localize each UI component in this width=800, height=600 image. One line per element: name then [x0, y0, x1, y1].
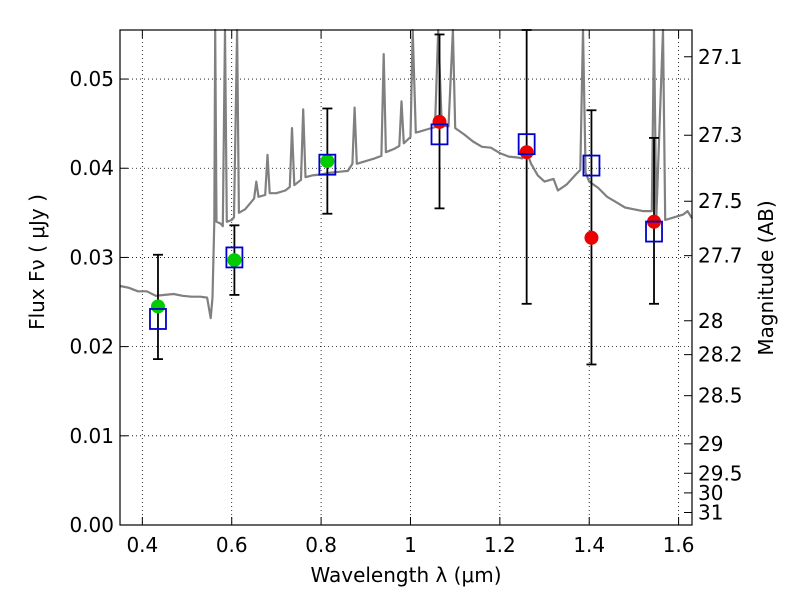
- plot-frame: [119, 29, 693, 526]
- y-tick-label: 0.01: [69, 424, 114, 448]
- x-tick-label: 0.6: [216, 533, 248, 557]
- photometry-point-red: [519, 145, 534, 160]
- right-magnitude-tick-label: 27.1: [698, 45, 743, 69]
- right-magnitude-tick-label: 30: [698, 481, 723, 505]
- x-tick-label: 0.8: [305, 533, 337, 557]
- right-magnitude-tick-label: 28: [698, 309, 723, 333]
- y-tick-label: 0.02: [69, 335, 114, 359]
- y-tick-label: 0.00: [69, 513, 114, 537]
- photometry-point-red: [584, 230, 599, 245]
- model-flux-square: [645, 220, 663, 243]
- photometry-point-green: [227, 253, 242, 268]
- right-magnitude-tick-label: 31: [698, 501, 723, 525]
- y-tick-label: 0.04: [69, 156, 114, 180]
- model-flux-square: [582, 154, 601, 177]
- y-tick-label: 0.03: [69, 245, 114, 269]
- y-axis-label-right: Magnitude (AB): [754, 200, 778, 355]
- right-magnitude-tick-label: 27.7: [698, 244, 743, 268]
- x-tick-label: 1: [404, 533, 417, 557]
- model-flux-square: [149, 308, 167, 330]
- model-spectrum: [119, 28, 693, 320]
- photometry-point-green: [150, 299, 165, 314]
- right-magnitude-tick-label: 29.5: [698, 461, 743, 485]
- x-tick-label: 1.4: [573, 533, 605, 557]
- photometry-point-red: [432, 114, 447, 129]
- right-magnitude-tick-label: 28.5: [698, 384, 743, 408]
- model-flux-square: [430, 123, 449, 146]
- model-flux-square: [225, 246, 244, 269]
- right-magnitude-tick-label: 27.5: [698, 189, 743, 213]
- right-magnitude-tick-label: 27.3: [698, 123, 743, 147]
- right-magnitude-tick-label: 29: [698, 432, 723, 456]
- y-tick-label: 0.05: [69, 67, 114, 91]
- axis-tick-labels: 0.4 0.6 0.8 1 1.2 1.4 1.6 0.00 0.01 0.02 0.03 0.04 0…: [69, 45, 742, 557]
- photometry-markers: [149, 114, 663, 330]
- model-flux-square: [517, 133, 536, 156]
- x-tick-label: 0.4: [126, 533, 158, 557]
- error-bars: [152, 29, 660, 366]
- model-flux-square: [318, 153, 337, 176]
- y-axis-label-left: Flux Fν ( μJy ): [25, 194, 49, 330]
- x-tick-label: 1.6: [663, 533, 695, 557]
- axis-ticks: [120, 30, 692, 526]
- x-tick-label: 1.2: [484, 533, 516, 557]
- x-axis-label: Wavelength λ (μm): [310, 563, 501, 587]
- photometry-point-green: [320, 154, 335, 169]
- model-spectrum-line: [119, 28, 693, 320]
- right-magnitude-tick-label: 28.2: [698, 343, 743, 367]
